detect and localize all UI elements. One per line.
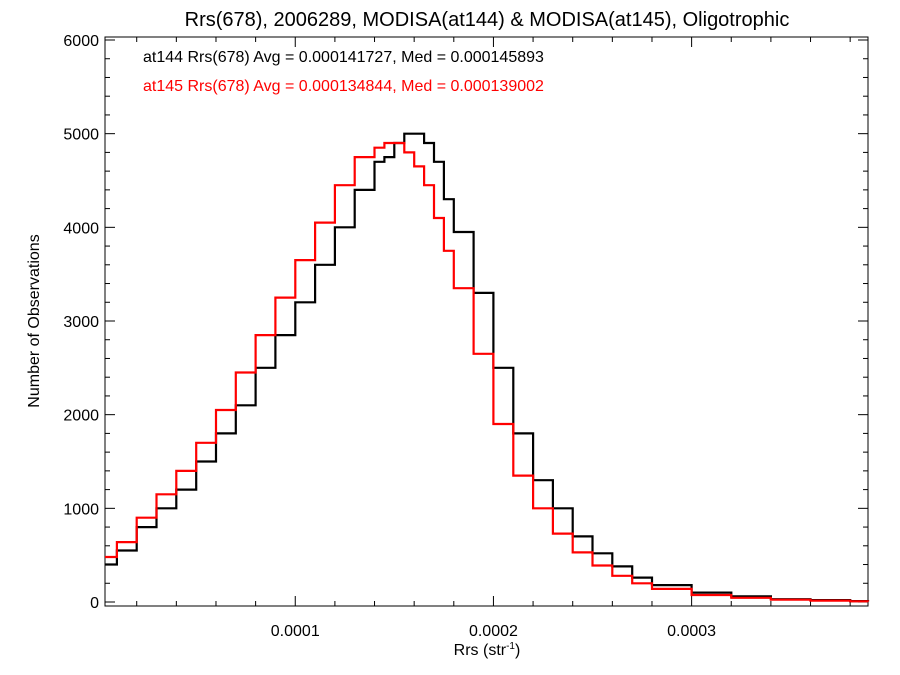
chart-title: Rrs(678), 2006289, MODISA(at144) & MODIS… (185, 9, 790, 31)
series-layer (105, 132, 870, 603)
x-axis-label: Rrs (str-1) (454, 641, 521, 659)
y-tick-label-6: 6000 (63, 33, 99, 50)
y-tick-label-4: 4000 (63, 220, 99, 237)
x-axis-label-main: Rrs (str (454, 642, 507, 659)
y-tick-label-3: 3000 (63, 314, 99, 331)
y-tick-label-5: 5000 (63, 127, 99, 144)
legend-entry-at145: at145 Rrs(678) Avg = 0.000134844, Med = … (143, 78, 544, 95)
y-tick-label-0: 0 (90, 595, 99, 612)
plot-area-border (104, 36, 869, 607)
x-axis-label-superscript: -1 (506, 641, 515, 652)
x-tick-label-2: 0.0003 (667, 623, 716, 640)
y-tick-label-2: 2000 (63, 408, 99, 425)
x-axis: 0.0001 0.0002 0.0003 (136, 37, 851, 640)
y-axis-label: Number of Observations (26, 234, 43, 407)
y-tick-label-1: 1000 (63, 501, 99, 518)
plot-frame (104, 36, 869, 607)
series-line-at145 (105, 141, 870, 603)
x-tick-label-0: 0.0001 (271, 623, 320, 640)
y-axis: 0 1000 2000 3000 4000 5000 6000 (63, 33, 868, 612)
series-line-at144 (105, 132, 870, 603)
legend-entry-at144: at144 Rrs(678) Avg = 0.000141727, Med = … (143, 49, 544, 66)
x-tick-label-1: 0.0002 (469, 623, 518, 640)
x-axis-label-end: ) (515, 642, 520, 659)
